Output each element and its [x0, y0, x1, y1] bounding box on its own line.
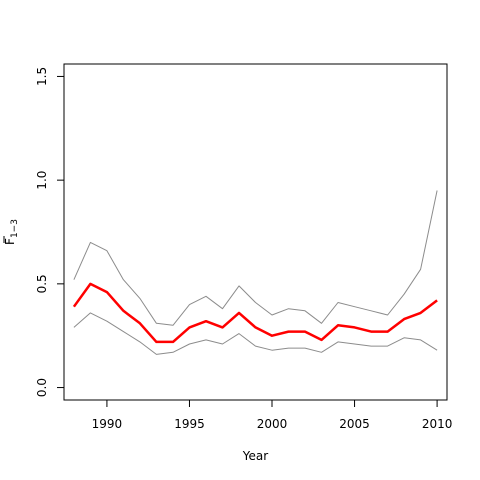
- x-axis: 1990 1995 2000 2005 2010: [92, 399, 453, 431]
- x-tick-label: 2000: [257, 417, 288, 431]
- y-tick-label: 0.0: [35, 378, 49, 397]
- y-tick-label: 1.5: [35, 67, 49, 86]
- series-line-upper: [73, 190, 438, 326]
- y-axis-title: F1−3: [3, 219, 20, 245]
- x-tick-label: 2005: [339, 417, 370, 431]
- y-axis-title-main: F: [3, 238, 17, 245]
- series-layer: [72, 190, 438, 355]
- series-line-estimate: [72, 282, 438, 344]
- x-axis-title: Year: [242, 449, 268, 463]
- y-axis-title-subscript: 1−3: [10, 219, 20, 238]
- series-line-lower: [73, 312, 438, 355]
- plot-frame: [63, 63, 448, 401]
- y-axis: 0.0 0.5 1.0 1.5: [35, 67, 65, 397]
- x-tick-label: 1990: [92, 417, 123, 431]
- x-tick-label: 1995: [174, 417, 205, 431]
- y-tick-label: 0.5: [35, 274, 49, 293]
- svg-text:F1−3: F1−3: [3, 219, 20, 245]
- y-tick-label: 1.0: [35, 171, 49, 190]
- x-tick-label: 2010: [422, 417, 453, 431]
